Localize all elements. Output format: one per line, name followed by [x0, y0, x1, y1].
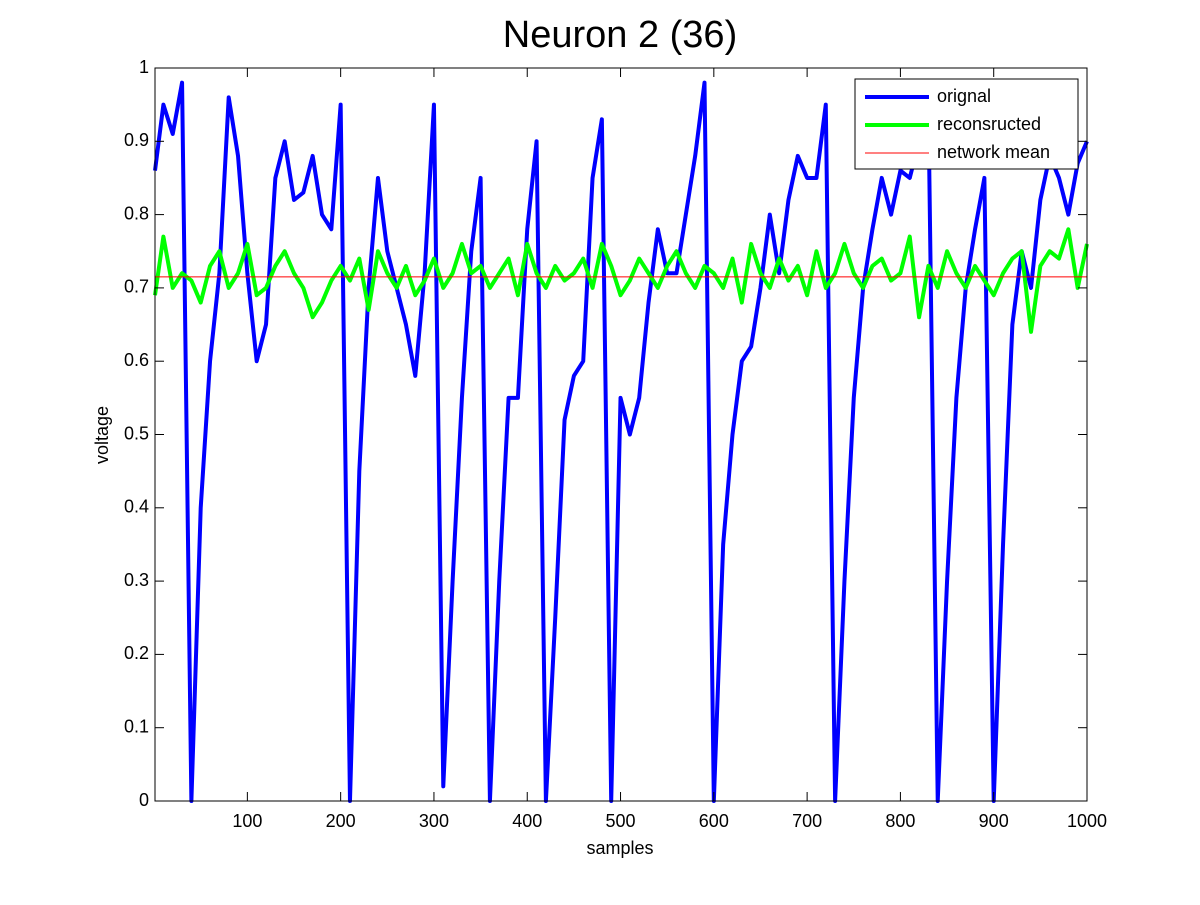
x-tick-label: 200 — [326, 811, 356, 831]
x-tick-label: 800 — [885, 811, 915, 831]
x-tick-label: 300 — [419, 811, 449, 831]
y-tick-label: 0.3 — [124, 570, 149, 590]
x-tick-label: 400 — [512, 811, 542, 831]
x-tick-label: 1000 — [1067, 811, 1107, 831]
y-axis-label: voltage — [92, 406, 112, 464]
y-tick-label: 0.6 — [124, 350, 149, 370]
legend-label: network mean — [937, 142, 1050, 162]
y-tick-label: 0.1 — [124, 716, 149, 736]
x-tick-label: 100 — [232, 811, 262, 831]
legend-label: orignal — [937, 86, 991, 106]
y-tick-label: 0 — [139, 790, 149, 810]
y-tick-label: 0.2 — [124, 643, 149, 663]
x-tick-label: 700 — [792, 811, 822, 831]
y-tick-label: 0.7 — [124, 277, 149, 297]
data-line — [153, 80, 1089, 803]
legend-label: reconsructed — [937, 114, 1041, 134]
y-tick-label: 0.9 — [124, 130, 149, 150]
chart-title: Neuron 2 (36) — [503, 14, 737, 56]
x-tick-label: 900 — [979, 811, 1009, 831]
x-tick-label: 600 — [699, 811, 729, 831]
y-tick-label: 0.8 — [124, 203, 149, 223]
x-tick-label: 500 — [606, 811, 636, 831]
y-tick-label: 1 — [139, 57, 149, 77]
y-tick-label: 0.4 — [124, 497, 149, 517]
data-line — [153, 227, 1089, 334]
y-tick-label: 0.5 — [124, 423, 149, 443]
x-axis-label: samples — [586, 838, 653, 858]
